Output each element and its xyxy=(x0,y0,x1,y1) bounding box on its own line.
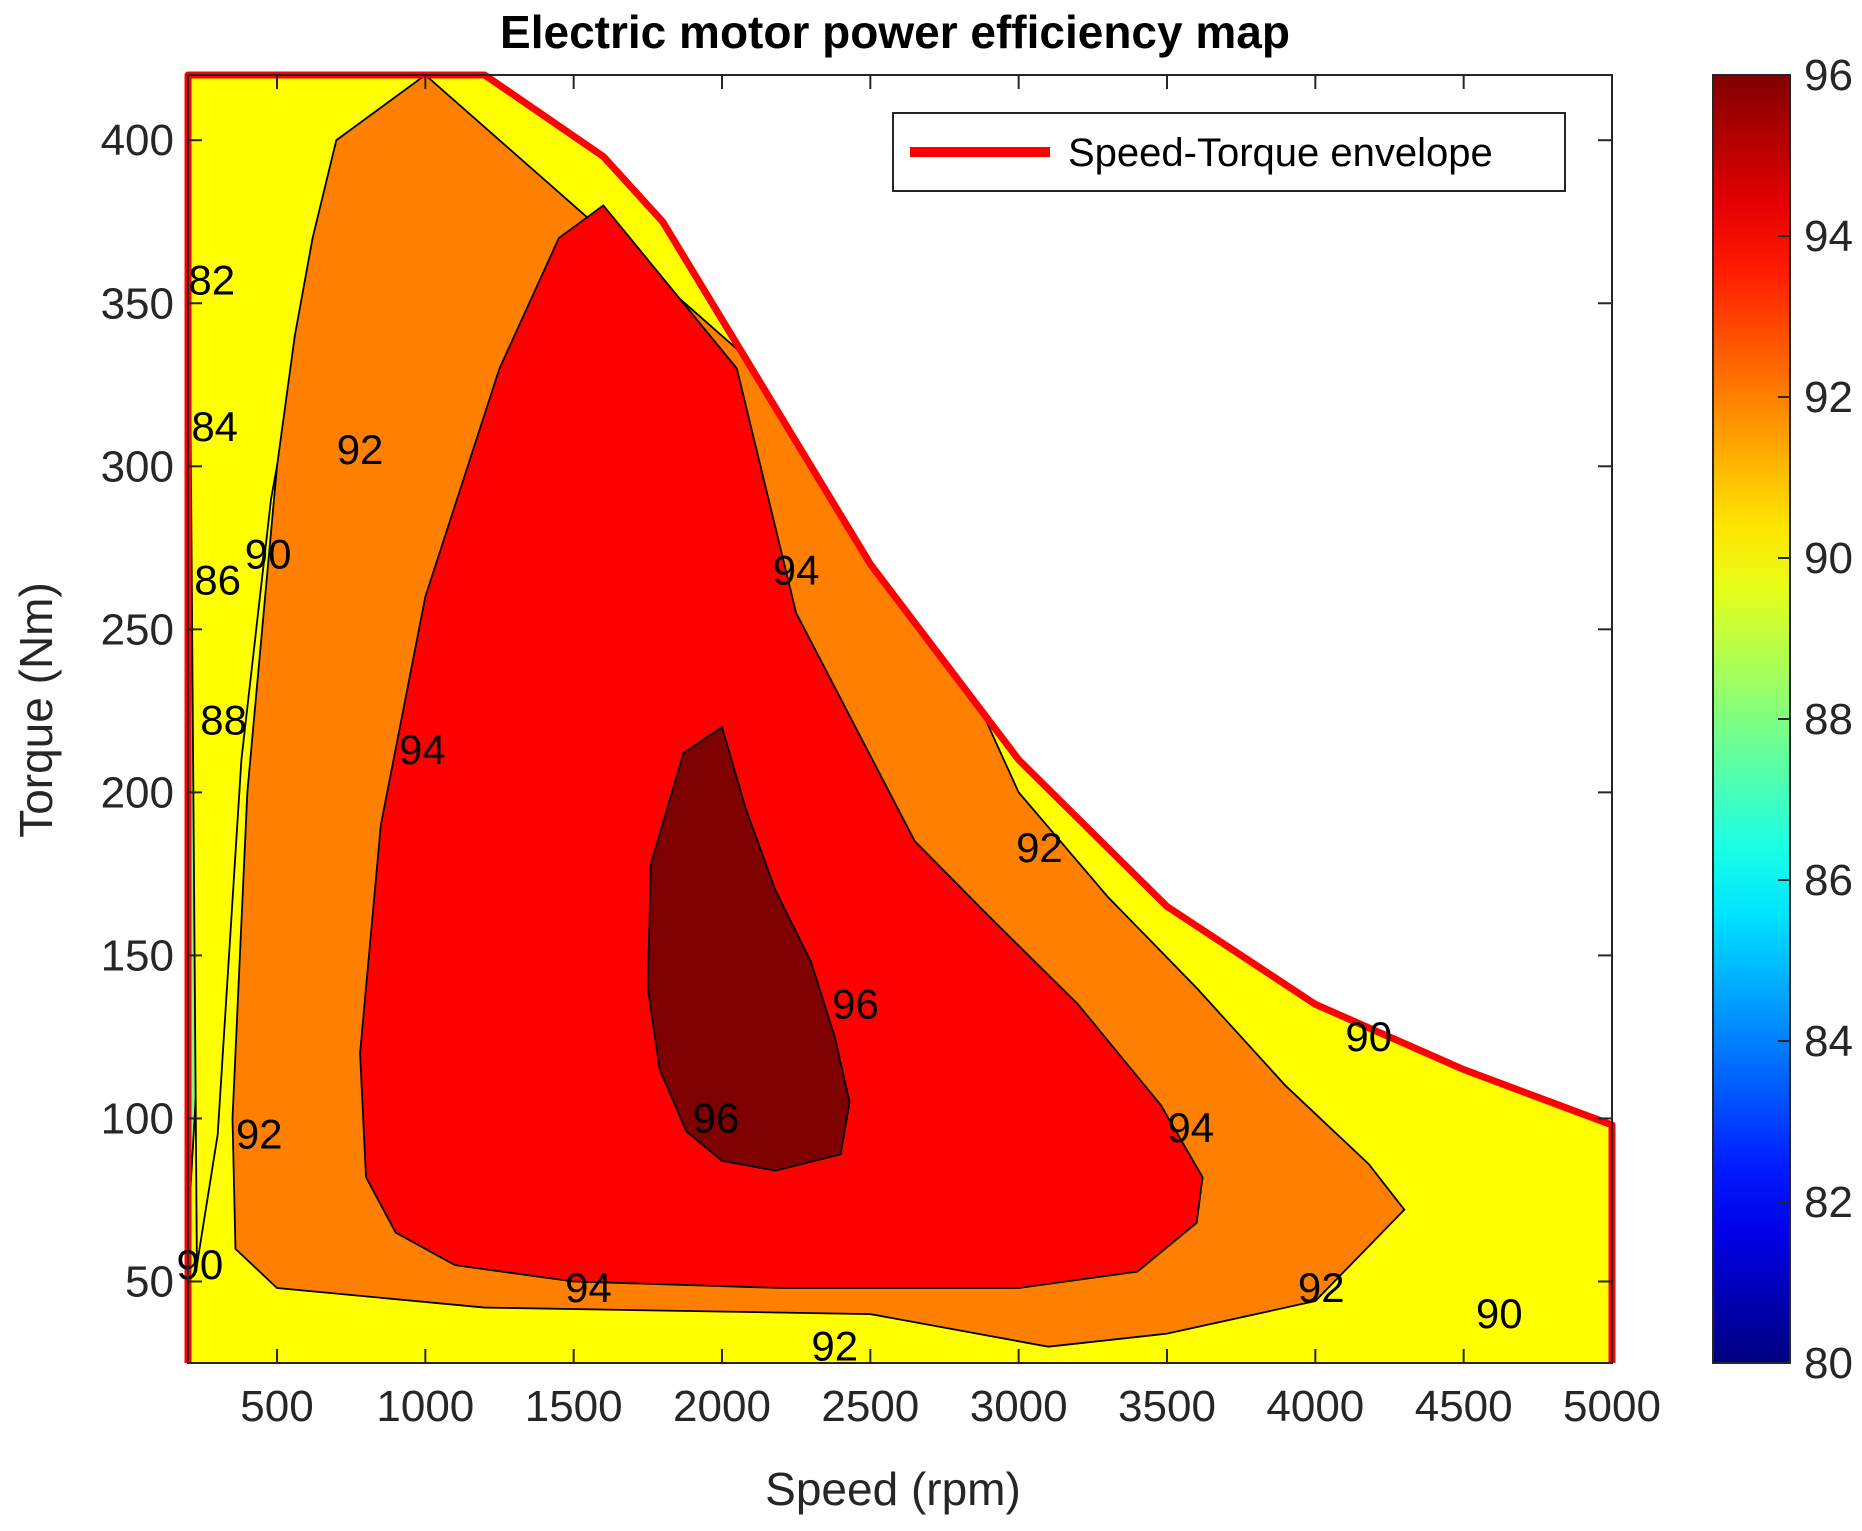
contour-label: 82 xyxy=(188,256,235,303)
x-tick-label: 3000 xyxy=(970,1382,1068,1431)
contour-label: 90 xyxy=(245,530,292,577)
x-tick-label: 3500 xyxy=(1118,1382,1216,1431)
colorbar-tick-label: 88 xyxy=(1804,695,1853,744)
x-tick-label: 1000 xyxy=(376,1382,474,1431)
x-axis-title: Speed (rpm) xyxy=(765,1463,1021,1515)
contour-label: 94 xyxy=(773,547,820,594)
colorbar-gradient xyxy=(1712,74,1791,1364)
contour-label: 84 xyxy=(191,403,238,450)
contour-label: 96 xyxy=(693,1094,740,1141)
y-tick-label: 400 xyxy=(101,116,174,165)
contour-label: 92 xyxy=(337,426,384,473)
y-tick-label: 200 xyxy=(101,768,174,817)
contour-label: 96 xyxy=(832,980,879,1027)
x-tick-label: 1500 xyxy=(525,1382,623,1431)
y-axis-title: Torque (Nm) xyxy=(10,582,62,838)
axes-box xyxy=(187,74,1613,1364)
colorbar-tick-label: 86 xyxy=(1804,856,1853,905)
x-tick-label: 500 xyxy=(240,1382,313,1431)
contour-label: 92 xyxy=(236,1111,283,1158)
y-tick-label: 250 xyxy=(101,605,174,654)
colorbar-tick-label: 90 xyxy=(1804,534,1853,583)
legend: Speed-Torque envelope xyxy=(892,112,1566,192)
contour-label: 94 xyxy=(565,1264,612,1311)
x-tick-label: 4000 xyxy=(1266,1382,1364,1431)
contour-band-94 xyxy=(359,204,1204,1289)
contour-label: 90 xyxy=(1476,1290,1523,1337)
y-tick-label: 50 xyxy=(125,1257,174,1306)
y-tick-label: 150 xyxy=(101,931,174,980)
y-tick-label: 100 xyxy=(101,1094,174,1143)
contour-label: 90 xyxy=(177,1241,224,1288)
contour-label: 92 xyxy=(811,1323,858,1370)
plot-area: 82 84 86 88 90 92 94 94 96 96 94 92 90 92 90 94 92 92 90 xyxy=(177,71,1616,1370)
colorbar-tick-label: 94 xyxy=(1804,212,1853,261)
contour-label: 88 xyxy=(200,697,247,744)
contour-label: 90 xyxy=(1345,1013,1392,1060)
colorbar-tick-label: 80 xyxy=(1804,1339,1853,1388)
y-tick-label: 350 xyxy=(101,279,174,328)
contour-label: 92 xyxy=(1298,1264,1345,1311)
axes: 500 1000 1500 2000 2500 3000 3500 4000 4500 5000 5… xyxy=(101,74,1661,1431)
colorbar-tick-label: 84 xyxy=(1804,1017,1853,1066)
contour-label: 92 xyxy=(1016,824,1063,871)
colorbar-tick-label: 96 xyxy=(1804,51,1853,100)
x-tick-label: 5000 xyxy=(1563,1382,1661,1431)
contour-label: 94 xyxy=(1167,1104,1214,1151)
y-tick-label: 300 xyxy=(101,442,174,491)
colorbar-tick-label: 92 xyxy=(1804,373,1853,422)
chart-title: Electric motor power efficiency map xyxy=(500,6,1290,58)
x-tick-label: 2000 xyxy=(673,1382,771,1431)
contour-label: 94 xyxy=(399,726,446,773)
legend-label-envelope: Speed-Torque envelope xyxy=(1068,131,1493,175)
contour-label: 86 xyxy=(194,556,241,603)
x-tick-label: 4500 xyxy=(1415,1382,1513,1431)
contour-bands xyxy=(188,75,1612,1363)
contour-band-96 xyxy=(646,725,851,1172)
x-tick-label: 2500 xyxy=(821,1382,919,1431)
colorbar-tick-label: 82 xyxy=(1804,1178,1853,1227)
colorbar: 80 82 84 86 88 90 92 94 96 xyxy=(1712,51,1853,1388)
